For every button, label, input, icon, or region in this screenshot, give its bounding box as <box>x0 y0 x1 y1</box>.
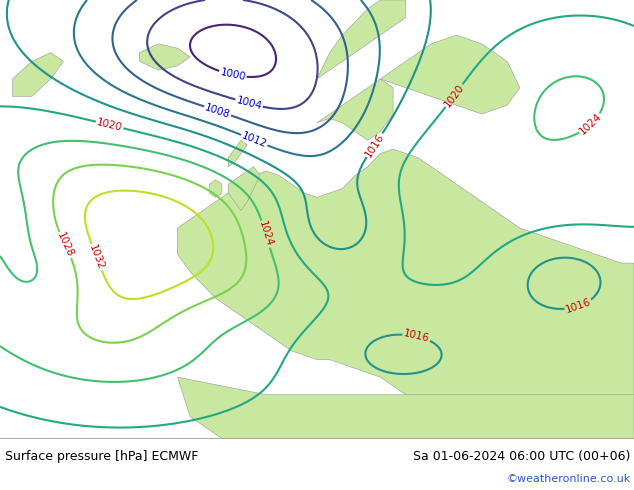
Text: 1008: 1008 <box>204 102 231 120</box>
Text: 1020: 1020 <box>96 117 124 133</box>
Text: 1028: 1028 <box>55 231 75 259</box>
Polygon shape <box>380 35 520 114</box>
Text: Surface pressure [hPa] ECMWF: Surface pressure [hPa] ECMWF <box>5 450 198 463</box>
Text: 1000: 1000 <box>219 67 247 82</box>
Polygon shape <box>178 377 634 439</box>
Text: ©weatheronline.co.uk: ©weatheronline.co.uk <box>507 474 631 484</box>
Polygon shape <box>209 180 222 197</box>
Text: 1020: 1020 <box>443 82 466 109</box>
Polygon shape <box>178 149 634 439</box>
Text: 1012: 1012 <box>240 131 268 150</box>
Text: 1004: 1004 <box>235 95 263 112</box>
Polygon shape <box>228 167 260 211</box>
Text: 1024: 1024 <box>578 112 604 137</box>
Polygon shape <box>317 0 406 79</box>
Polygon shape <box>139 44 190 70</box>
Polygon shape <box>13 52 63 97</box>
Polygon shape <box>317 79 393 140</box>
Text: Sa 01-06-2024 06:00 UTC (00+06): Sa 01-06-2024 06:00 UTC (00+06) <box>413 450 631 463</box>
Text: 1016: 1016 <box>403 329 430 344</box>
Text: 1032: 1032 <box>87 243 106 271</box>
Text: 1016: 1016 <box>564 297 593 315</box>
Text: 1016: 1016 <box>363 131 386 159</box>
Polygon shape <box>228 140 247 167</box>
Text: 1024: 1024 <box>257 220 275 248</box>
